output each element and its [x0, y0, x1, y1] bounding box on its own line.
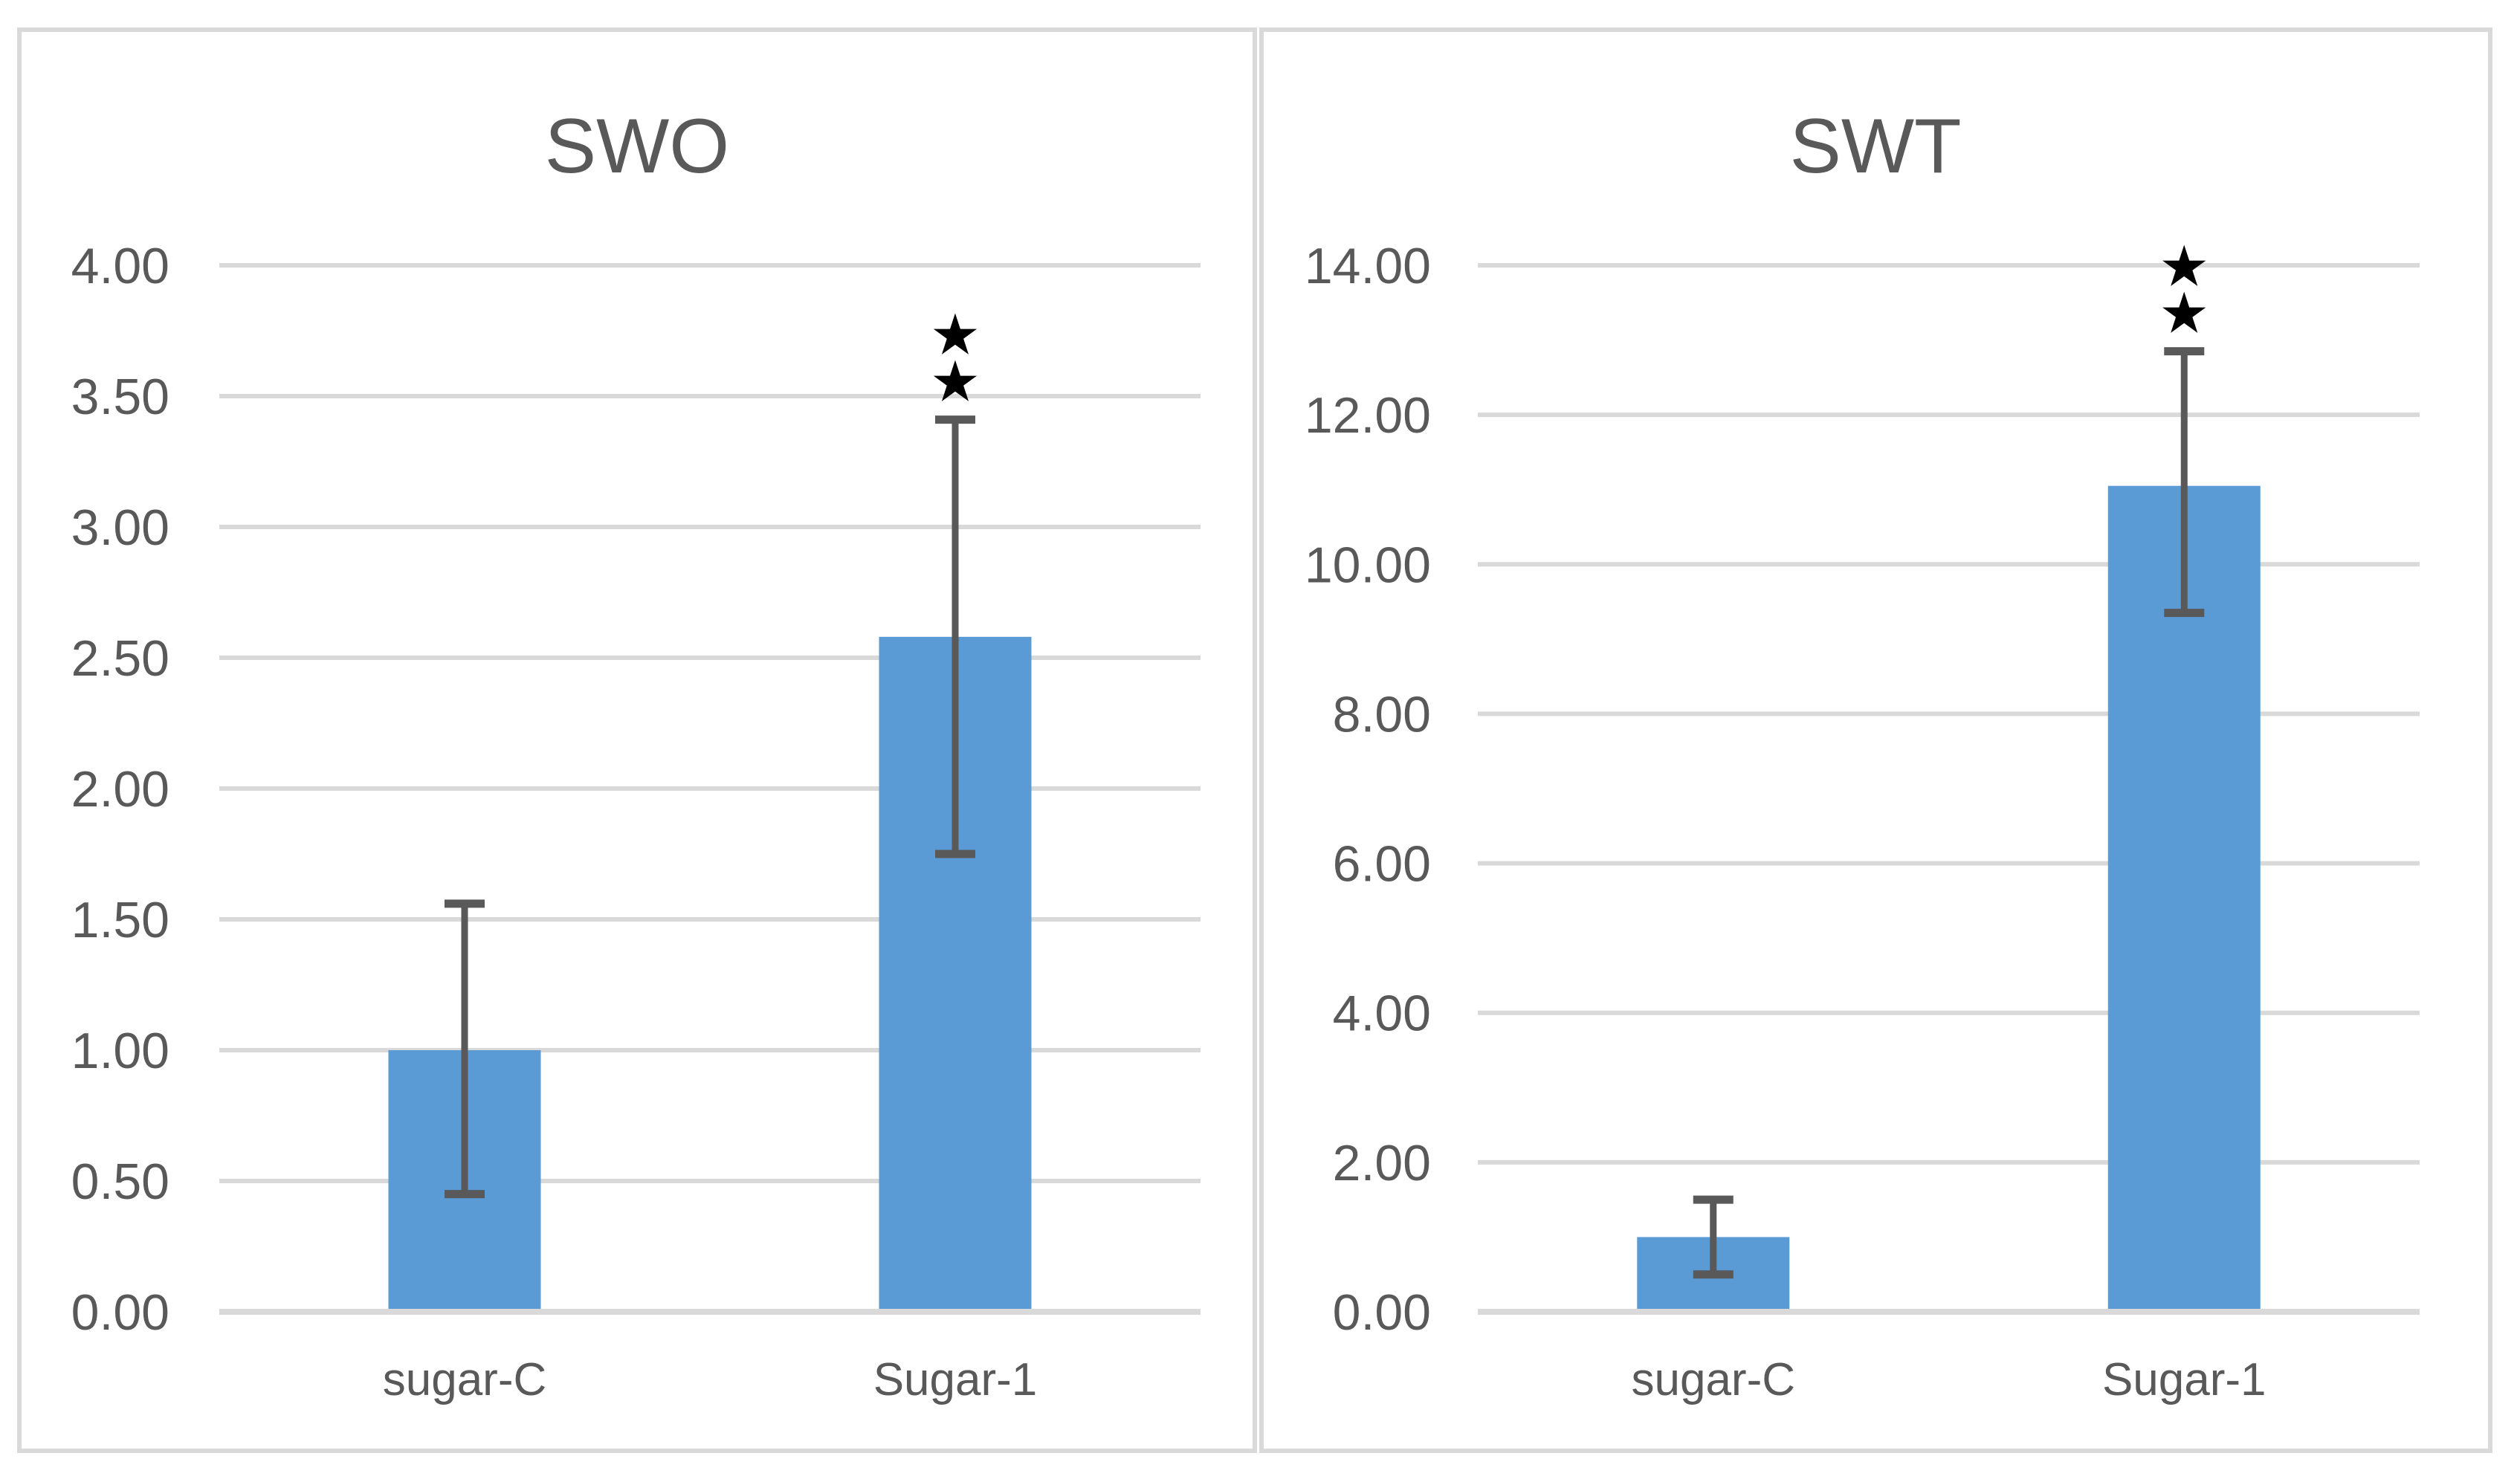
significance-star-icon: ★: [2159, 282, 2209, 346]
error-bar: [445, 899, 485, 1199]
y-tick-label: 2.00: [1333, 1135, 1431, 1191]
y-tick-label: 8.00: [1333, 686, 1431, 742]
x-category-label: sugar-C: [1631, 1354, 1795, 1405]
panel-border: [17, 27, 1257, 1453]
y-tick-label: 2.50: [71, 630, 169, 687]
bar-Sugar-1[interactable]: [2107, 485, 2261, 1312]
significance-star-icon: ★: [930, 304, 980, 367]
y-tick-label: 4.00: [71, 238, 169, 294]
error-bar: [1693, 1195, 1734, 1279]
y-tick-label: 0.00: [71, 1284, 169, 1341]
y-tick-label: 4.00: [1333, 986, 1431, 1042]
y-tick-label: 12.00: [1305, 387, 1431, 444]
significance-star-icon: ★: [2159, 236, 2209, 299]
x-category-label: sugar-C: [383, 1354, 547, 1405]
y-tick-label: 0.50: [71, 1153, 169, 1210]
y-tick-label: 3.00: [71, 499, 169, 556]
x-category-label: Sugar-1: [873, 1354, 1038, 1405]
chart-panel-swo: 0.00 0.50 1.00 1.50 2.00 2.50 3.00 3.50 4.00 suga…: [17, 27, 1257, 1453]
y-tick-label: 1.50: [71, 892, 169, 948]
y-tick-label: 6.00: [1333, 836, 1431, 893]
significance-star-icon: ★: [930, 351, 980, 414]
y-tick-label: 2.00: [71, 761, 169, 818]
y-tick-label: 3.50: [71, 369, 169, 425]
panel-border: [1259, 27, 2492, 1453]
y-tick-label: 10.00: [1305, 537, 1431, 593]
y-tick-label: 14.00: [1305, 238, 1431, 294]
chart-title: SWO: [545, 103, 729, 190]
y-tick-label: 0.00: [1333, 1284, 1431, 1341]
chart-panel-swt: 0.00 2.00 4.00 6.00 8.00 10.00 12.00 14.00 sugar…: [1259, 27, 2492, 1453]
y-tick-label: 1.00: [71, 1023, 169, 1079]
error-bar: [935, 415, 975, 858]
chart-title: SWT: [1789, 103, 1961, 190]
x-category-label: Sugar-1: [2102, 1354, 2267, 1405]
error-bar: [2164, 347, 2205, 618]
